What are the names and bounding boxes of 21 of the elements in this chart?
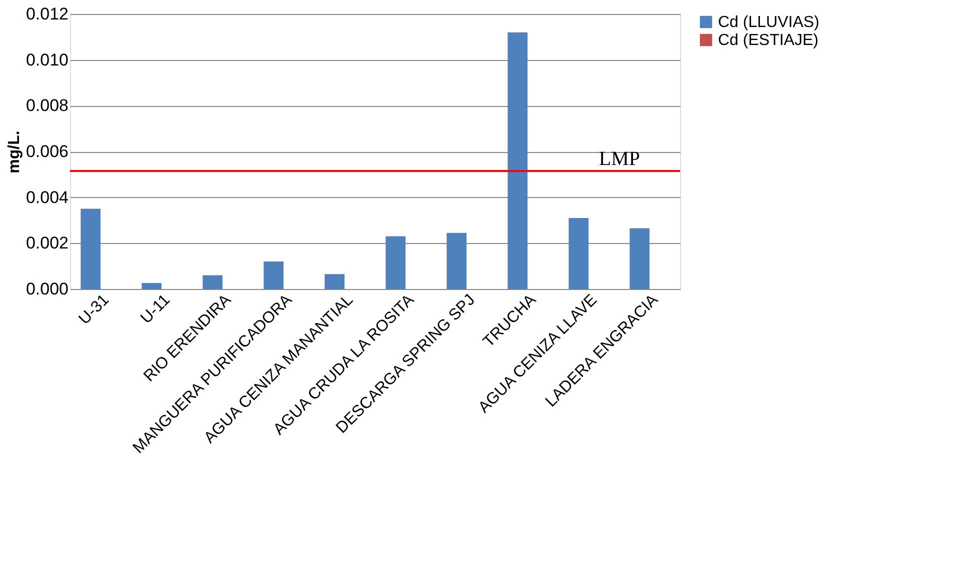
bar bbox=[568, 218, 588, 289]
legend-label: Cd (ESTIAJE) bbox=[718, 32, 818, 49]
bar bbox=[324, 274, 344, 289]
y-axis-title: mg/L. bbox=[6, 130, 23, 174]
y-tick-label: 0.006 bbox=[26, 142, 68, 161]
bar bbox=[264, 262, 284, 289]
bar bbox=[80, 208, 100, 289]
bar bbox=[142, 283, 162, 289]
y-tick-label: 0.002 bbox=[26, 234, 68, 253]
bar bbox=[446, 232, 466, 289]
y-tick-label: 0.000 bbox=[26, 280, 68, 298]
ref-line-label: LMP bbox=[598, 148, 640, 170]
bar bbox=[630, 228, 650, 289]
bar bbox=[202, 275, 222, 289]
bar bbox=[386, 236, 406, 289]
y-tick-label: 0.008 bbox=[26, 96, 68, 116]
bar bbox=[508, 32, 528, 289]
y-tick-label: 0.004 bbox=[26, 188, 68, 207]
legend-label: Cd (LLUVIAS) bbox=[718, 14, 820, 31]
y-tick-label: 0.010 bbox=[26, 50, 68, 70]
y-tick-label: 0.012 bbox=[26, 4, 68, 24]
